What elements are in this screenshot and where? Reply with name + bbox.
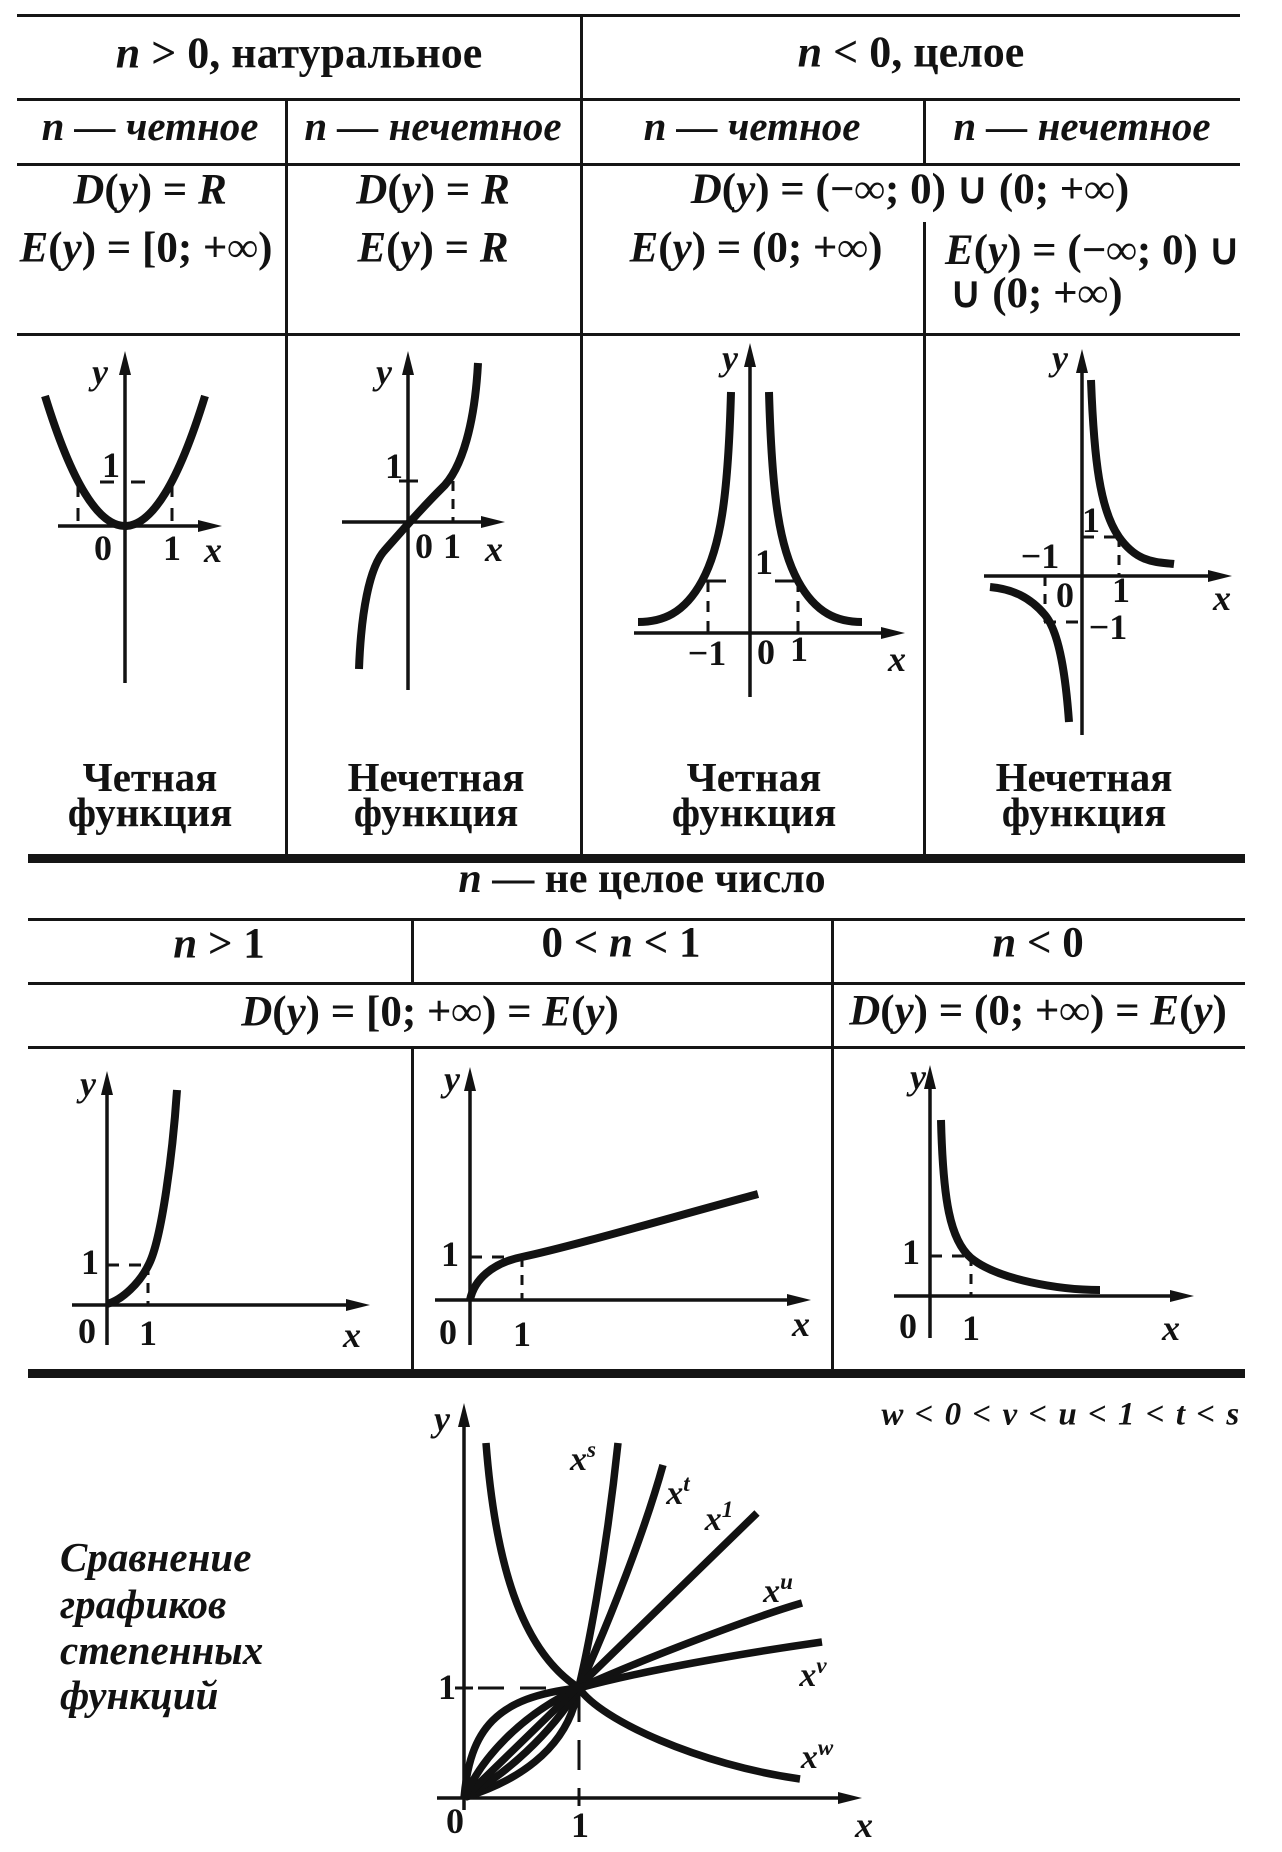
svg-text:1: 1 [1112,570,1130,610]
svg-text:−1: −1 [1021,536,1060,576]
svg-text:1: 1 [902,1232,920,1272]
svg-text:0: 0 [757,632,775,672]
svg-text:1: 1 [1082,500,1100,540]
svg-text:−1: −1 [688,633,727,673]
svg-text:y: y [718,338,739,378]
svg-text:x: x [484,529,503,569]
svg-text:x: x [887,639,906,679]
svg-text:y: y [440,1059,461,1099]
svg-text:1: 1 [443,526,461,566]
svg-text:1: 1 [513,1314,531,1354]
svg-text:x: x [203,530,222,570]
svg-text:xu: xu [762,1569,793,1610]
svg-text:x: x [342,1315,361,1355]
svg-text:y: y [906,1057,927,1097]
svg-text:1: 1 [571,1805,589,1845]
svg-text:xs: xs [569,1437,596,1478]
svg-text:1: 1 [755,542,773,582]
svg-text:1: 1 [790,629,808,669]
svg-text:0: 0 [78,1311,96,1351]
svg-text:0: 0 [94,528,112,568]
svg-text:1: 1 [438,1667,456,1707]
svg-text:xt: xt [665,1471,690,1512]
svg-text:−1: −1 [1089,607,1128,647]
svg-text:x: x [1212,578,1231,618]
svg-text:1: 1 [962,1308,980,1348]
svg-text:0: 0 [415,526,433,566]
svg-text:y: y [372,352,393,392]
svg-text:1: 1 [81,1242,99,1282]
svg-text:xw: xw [800,1735,834,1776]
svg-text:x1: x1 [704,1497,734,1538]
svg-text:y: y [88,352,109,392]
svg-text:y: y [430,1399,451,1439]
svg-text:y: y [1048,338,1069,378]
svg-text:1: 1 [441,1234,459,1274]
svg-text:0: 0 [439,1312,457,1352]
svg-text:x: x [854,1805,873,1845]
svg-text:1: 1 [385,446,403,486]
svg-text:x: x [1161,1308,1180,1348]
svg-text:0: 0 [446,1801,464,1841]
svg-text:1: 1 [139,1313,157,1353]
svg-text:xv: xv [798,1653,827,1694]
svg-text:x: x [791,1304,810,1344]
svg-text:0: 0 [1056,575,1074,615]
svg-text:y: y [76,1064,97,1104]
svg-text:0: 0 [899,1306,917,1346]
svg-text:1: 1 [102,445,120,485]
svg-text:1: 1 [163,528,181,568]
